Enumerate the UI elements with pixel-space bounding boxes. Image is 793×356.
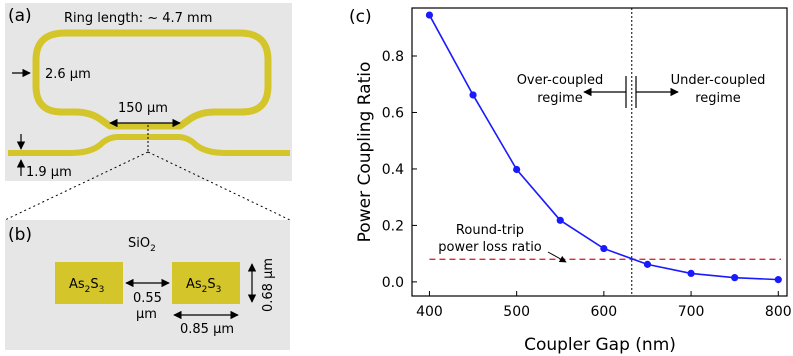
under-coupled-line2: regime — [695, 91, 741, 106]
gap-value: 0.55 — [133, 291, 162, 306]
panel-a: (a) Ring length: ~ 4.7 mm 2.6 µm 150 µm … — [5, 3, 292, 181]
x-axis-label: Coupler Gap (nm) — [524, 335, 676, 355]
data-point — [425, 11, 434, 19]
cladding-label: SiO2 — [128, 236, 156, 254]
bus-width-label: 1.9 µm — [26, 165, 72, 180]
data-point — [687, 269, 695, 278]
over-coupled-line2: regime — [537, 91, 583, 106]
coupler-length-label: 150 µm — [118, 101, 168, 116]
data-point — [469, 91, 477, 99]
over-coupled-line1: Over-coupled — [517, 73, 604, 88]
gap-unit: µm — [136, 307, 157, 322]
core-right — [172, 262, 240, 304]
core-width-label: 0.85 µm — [180, 322, 234, 337]
x-tick-label: 500 — [503, 304, 530, 320]
ring-length-label: Ring length: ~ 4.7 mm — [64, 11, 212, 26]
x-tick-label: 600 — [590, 304, 617, 320]
x-tick-label: 800 — [765, 304, 792, 320]
loss-label-line1: Round-trip — [456, 223, 524, 238]
core-left-label: As2S3 — [69, 277, 104, 295]
y-tick-label: 0.2 — [382, 218, 404, 234]
zoom-line-right — [147, 151, 291, 221]
series-points — [425, 11, 782, 284]
data-point — [513, 165, 521, 174]
x-tick-label: 700 — [678, 304, 705, 320]
loss-label-line2: power loss ratio — [438, 240, 542, 255]
panel-c-label: (c) — [349, 7, 372, 27]
data-point — [600, 244, 608, 253]
core-right-label: As2S3 — [186, 277, 221, 295]
panel-c: (c) 400 500 600 700 800 0.0 0.2 0.4 0.6 0.8 Coup… — [349, 7, 792, 355]
data-point — [556, 216, 564, 224]
panel-a-label: (a) — [8, 6, 32, 26]
zoom-line-left — [4, 151, 149, 221]
plot-frame — [411, 7, 788, 297]
y-tick-label: 0.4 — [382, 162, 404, 178]
y-tick-label: 0.8 — [382, 49, 404, 65]
panel-b: (b) SiO2 As2S3 As2S3 0.55 µm 0.85 µm 0.6… — [5, 220, 290, 350]
y-axis-label: Power Coupling Ratio — [355, 62, 375, 243]
under-coupled-line1: Under-coupled — [671, 73, 766, 88]
panel-b-label: (b) — [8, 225, 32, 245]
y-tick-label: 0.0 — [382, 275, 404, 291]
y-tick-label: 0.6 — [382, 105, 404, 121]
x-tick-label: 400 — [416, 304, 443, 320]
core-height-label: 0.68 µm — [261, 258, 276, 312]
x-axis-ticks: 400 500 600 700 800 — [416, 291, 792, 320]
data-point — [774, 276, 782, 284]
data-point — [731, 274, 739, 282]
core-left — [55, 262, 123, 304]
loss-label-arrow — [547, 251, 567, 263]
data-point — [643, 260, 652, 268]
ring-width-label: 2.6 µm — [45, 67, 91, 82]
y-axis-ticks: 0.0 0.2 0.4 0.6 0.8 — [382, 49, 417, 291]
